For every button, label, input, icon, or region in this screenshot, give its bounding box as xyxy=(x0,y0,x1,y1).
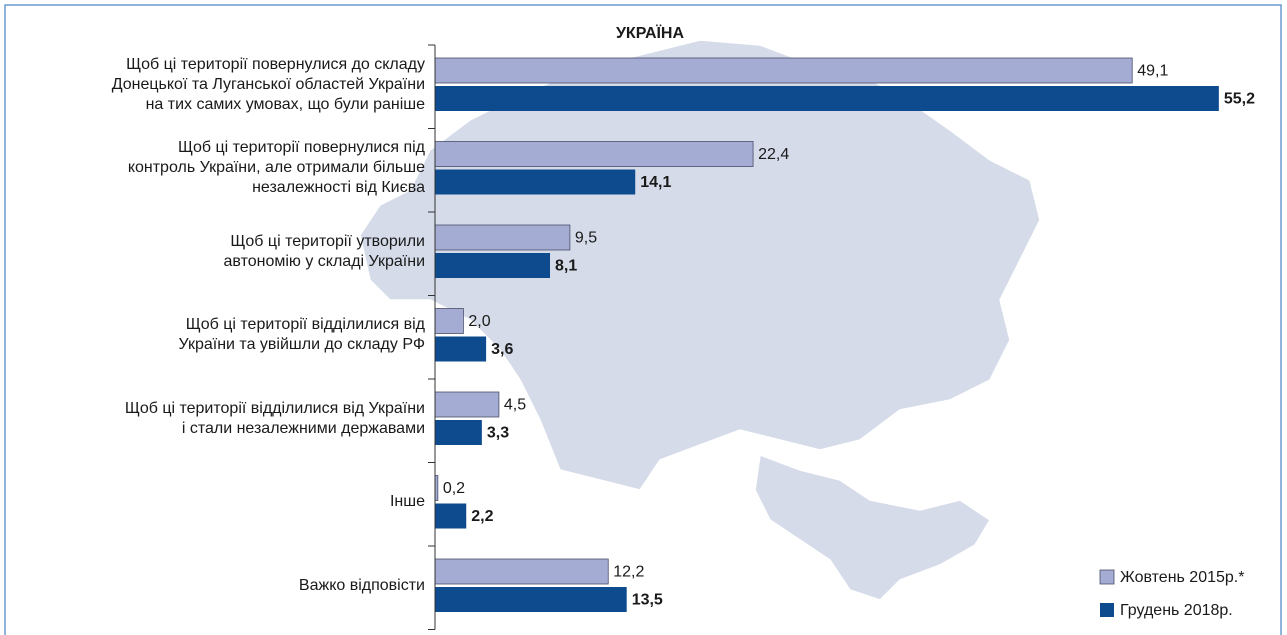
value-label: 3,3 xyxy=(487,425,509,442)
category-label: Щоб ці території повернулися під контрол… xyxy=(127,139,425,196)
value-label: 49,1 xyxy=(1137,63,1168,80)
map-label: УКРАЇНА xyxy=(616,24,685,42)
bar xyxy=(434,141,754,167)
value-label: 2,2 xyxy=(471,508,493,525)
bar xyxy=(435,86,1219,111)
value-label: 22,4 xyxy=(758,146,789,163)
bar xyxy=(435,253,551,278)
bar xyxy=(434,558,609,585)
value-label: 3,6 xyxy=(491,341,513,358)
bar xyxy=(435,336,487,362)
legend-label: Жовтень 2015р.* xyxy=(1120,569,1244,586)
value-label: 8,1 xyxy=(555,258,577,275)
bar xyxy=(434,308,464,334)
value-label: 9,5 xyxy=(575,230,597,247)
value-label: 13,5 xyxy=(632,592,663,609)
legend-label: Грудень 2018р. xyxy=(1120,602,1233,619)
category-label: Інше xyxy=(389,493,425,510)
value-label: 55,2 xyxy=(1224,91,1255,108)
bar xyxy=(435,587,627,612)
bar xyxy=(435,420,482,445)
bar xyxy=(434,224,571,251)
legend-swatch xyxy=(1100,603,1114,617)
legend-swatch xyxy=(1099,569,1115,585)
bar xyxy=(434,57,1133,84)
bar xyxy=(434,391,500,418)
value-label: 4,5 xyxy=(504,397,526,414)
value-label: 0,2 xyxy=(443,480,465,497)
category-label: Щоб ці території утворили автономію у ск… xyxy=(223,232,425,270)
bar xyxy=(435,169,636,195)
category-label: Щоб ці території відділилися від України… xyxy=(124,399,425,437)
value-label: 14,1 xyxy=(640,174,671,191)
category-label: Важко відповісти xyxy=(298,576,425,594)
value-label: 2,0 xyxy=(468,313,490,330)
category-label: Щоб ці території відділилися від України… xyxy=(178,316,425,353)
value-label: 12,2 xyxy=(613,564,644,581)
category-label: Щоб ці території повернулися до складу Д… xyxy=(111,55,425,113)
bar xyxy=(435,503,467,529)
frame xyxy=(4,4,1282,635)
